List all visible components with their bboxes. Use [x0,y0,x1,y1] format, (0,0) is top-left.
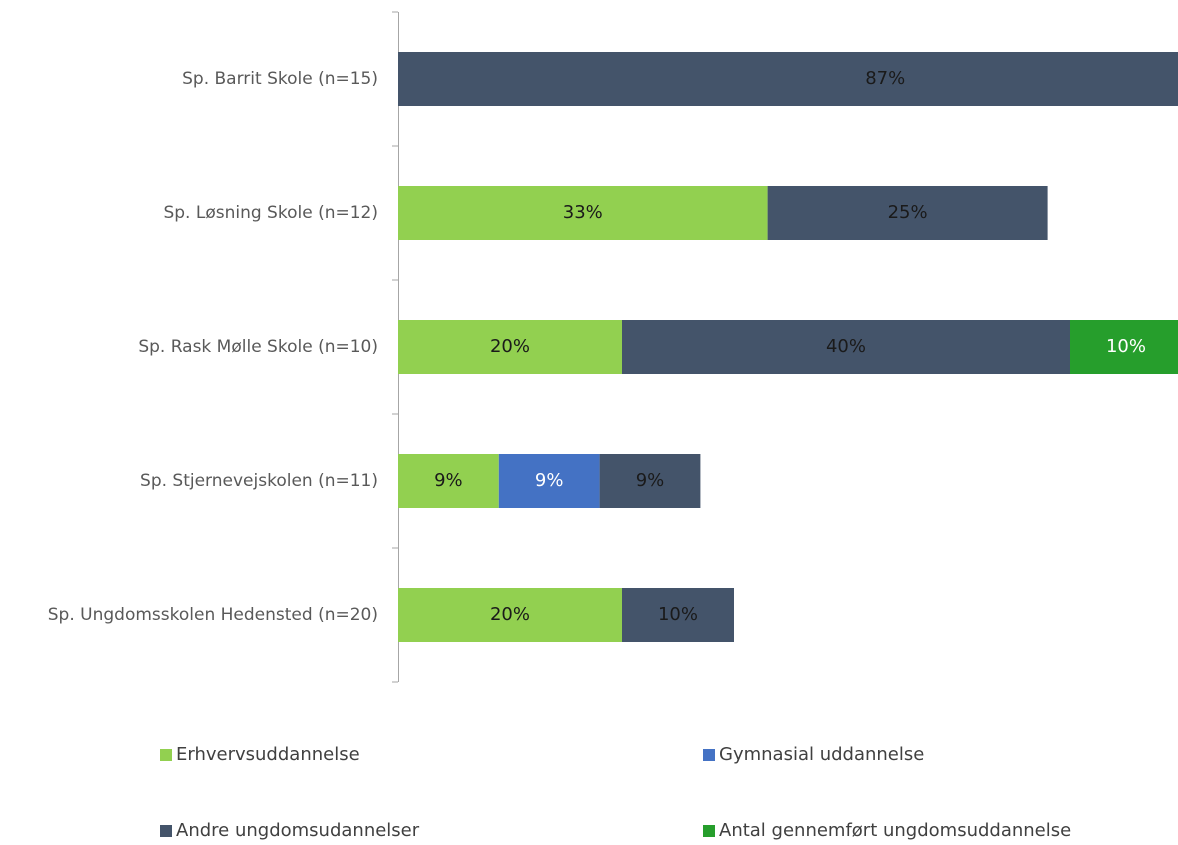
data-label: 9% [434,470,463,491]
legend-label: Erhvervsuddannelse [176,744,360,765]
data-label: 25% [888,202,928,223]
bar-segment [498,454,600,508]
data-label: 33% [563,202,603,223]
bar-segment [622,588,734,642]
bar-segment [622,320,1070,374]
data-label: 40% [826,336,866,357]
legend-swatch [703,825,715,837]
legend-swatch [703,749,715,761]
legend-swatch [160,749,172,761]
bar-segment [398,186,768,240]
category-label: Sp. Stjernevejskolen (n=11) [140,471,378,491]
data-label: 20% [490,604,530,625]
legend-label: Andre ungdomsudannelser [176,820,420,841]
data-label: 10% [1106,336,1146,357]
category-label: Sp. Ungdomsskolen Hedensted (n=20) [48,605,378,625]
bar-segment [398,320,622,374]
bar-segment [1070,320,1178,374]
data-label: 10% [658,604,698,625]
bar-segment [398,52,1178,106]
category-label: Sp. Rask Mølle Skole (n=10) [138,337,378,357]
bar-segment [767,186,1048,240]
data-label: 9% [535,470,564,491]
bar-segment [398,588,622,642]
category-label: Sp. Barrit Skole (n=15) [182,69,378,89]
bar-segment [398,454,499,508]
data-label: 9% [636,470,665,491]
legend-label: Antal gennemført ungdomsuddannelse [719,820,1071,841]
bar-segment [599,454,701,508]
data-label: 87% [865,68,905,89]
data-label: 20% [490,336,530,357]
category-label: Sp. Løsning Skole (n=12) [163,203,378,223]
legend-swatch [160,825,172,837]
legend-label: Gymnasial uddannelse [719,744,924,765]
